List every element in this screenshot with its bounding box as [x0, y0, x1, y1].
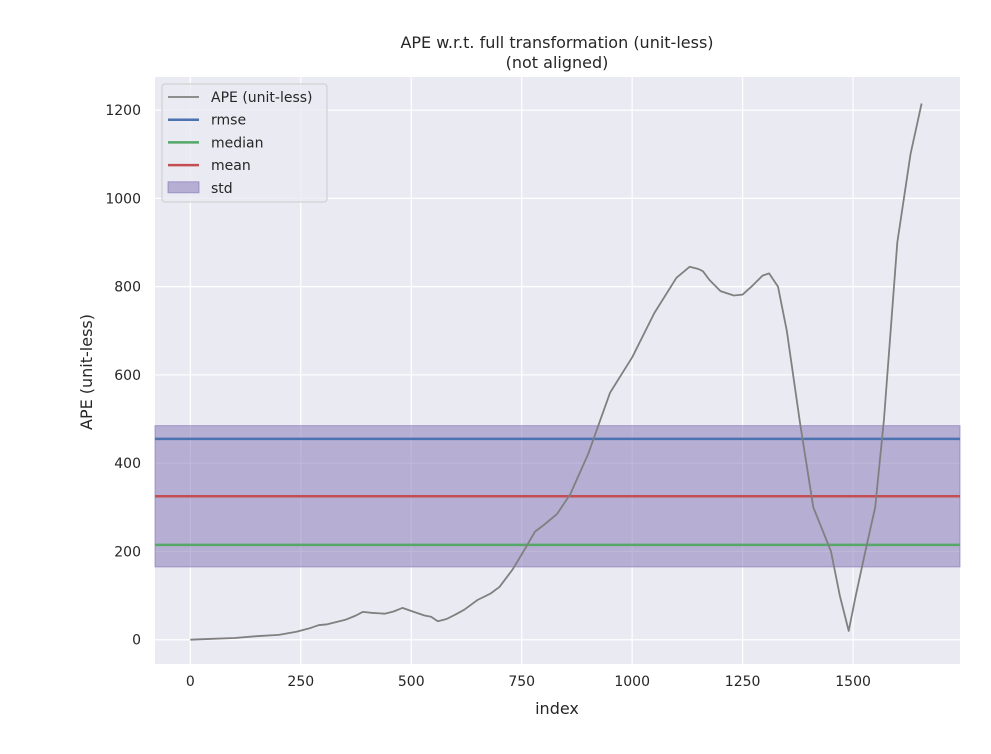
legend-box [161, 83, 328, 203]
y-tick-label: 0 [132, 633, 141, 649]
legend-label: std [211, 181, 233, 197]
legend-label: mean [211, 158, 251, 174]
y-tick-label: 1000 [105, 191, 141, 207]
legend: APE (unit-less) rmse median mean std [161, 83, 328, 203]
legend-label: rmse [211, 113, 246, 129]
x-tick-labels: 0 250 500 750 1000 1250 1500 [186, 674, 871, 690]
y-tick-label: 200 [114, 544, 141, 560]
chart-title: APE w.r.t. full transformation (unit-les… [400, 33, 713, 52]
statistic-lines-layer [155, 437, 960, 547]
legend-swatch-std [167, 181, 200, 194]
x-tick-label: 0 [186, 674, 195, 690]
x-axis-label: index [535, 699, 579, 718]
chart-subtitle: (not aligned) [506, 53, 609, 72]
x-tick-label: 1000 [614, 674, 650, 690]
x-tick-label: 1500 [835, 674, 871, 690]
y-tick-label: 800 [114, 280, 141, 296]
y-tick-label: 1200 [105, 103, 141, 119]
legend-label: median [211, 135, 263, 151]
y-tick-label: 400 [114, 456, 141, 472]
x-tick-label: 250 [287, 674, 314, 690]
y-tick-labels: 0 200 400 600 800 1000 1200 [105, 103, 141, 649]
y-axis-label: APE (unit-less) [77, 314, 96, 430]
x-tick-label: 500 [398, 674, 425, 690]
x-tick-label: 1250 [725, 674, 761, 690]
ape-series-line [190, 103, 923, 641]
series-layer [190, 103, 923, 641]
legend-label: APE (unit-less) [211, 90, 313, 106]
x-tick-label: 750 [508, 674, 535, 690]
y-tick-label: 600 [114, 368, 141, 384]
